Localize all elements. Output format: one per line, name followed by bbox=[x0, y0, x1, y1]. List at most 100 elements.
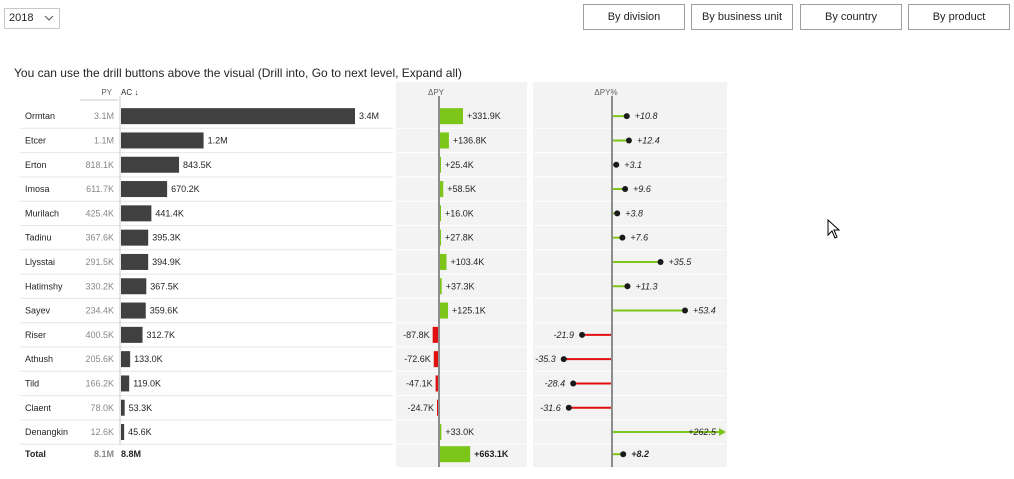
pct-dot bbox=[657, 258, 664, 265]
category-label: Claent bbox=[25, 403, 52, 413]
ac-bar bbox=[121, 351, 131, 368]
py-value-label: 330.2K bbox=[85, 281, 114, 291]
ac-bar bbox=[121, 424, 125, 441]
pct-value-label: +12.4 bbox=[637, 135, 660, 145]
pct-value-label: +3.8 bbox=[625, 208, 643, 218]
dpy-value-label: +16.0K bbox=[445, 208, 474, 218]
category-label: Athush bbox=[25, 354, 53, 364]
dpy-column-header: ΔPY bbox=[428, 88, 445, 97]
category-label: Murilach bbox=[25, 208, 59, 218]
pct-value-label: +10.8 bbox=[635, 111, 658, 121]
total-py-label: 8.1M bbox=[94, 449, 114, 459]
category-label: Erton bbox=[25, 160, 47, 170]
ac-bar bbox=[121, 399, 125, 416]
dpy-value-label: -87.8K bbox=[403, 330, 430, 340]
py-value-label: 78.0K bbox=[90, 403, 114, 413]
py-value-label: 425.4K bbox=[85, 208, 114, 218]
category-label: Tadinu bbox=[25, 233, 52, 243]
category-label: Etcer bbox=[25, 135, 46, 145]
dpy-value-label: -72.6K bbox=[404, 354, 431, 364]
chevron-down-icon bbox=[44, 15, 54, 21]
ac-value-label: 53.3K bbox=[129, 403, 153, 413]
dpy-value-label: +37.3K bbox=[446, 281, 475, 291]
dpy-value-label: +58.5K bbox=[447, 184, 476, 194]
ac-value-label: 670.2K bbox=[171, 184, 200, 194]
ac-bar bbox=[121, 108, 355, 125]
pct-value-label: -31.6 bbox=[540, 403, 561, 413]
pct-dot bbox=[614, 210, 621, 217]
ac-bar bbox=[121, 229, 149, 246]
pct-value-label: -28.4 bbox=[545, 378, 566, 388]
py-value-label: 291.5K bbox=[85, 257, 114, 267]
ac-bar bbox=[121, 156, 180, 173]
ac-bar bbox=[121, 375, 130, 392]
ac-value-label: 119.0K bbox=[133, 378, 161, 388]
by-business-unit-button[interactable]: By business unit bbox=[691, 4, 793, 30]
pct-dot bbox=[613, 161, 620, 168]
ac-bar bbox=[121, 253, 149, 270]
py-value-label: 3.1M bbox=[94, 111, 114, 121]
category-label: Sayev bbox=[25, 306, 51, 316]
ac-bar bbox=[121, 278, 147, 295]
total-label: Total bbox=[25, 449, 46, 459]
dpy-bar bbox=[439, 229, 442, 246]
py-value-label: 611.7K bbox=[86, 184, 114, 194]
pct-dot bbox=[560, 356, 567, 363]
year-dropdown[interactable]: 2018 bbox=[4, 8, 60, 29]
pct-value-label: +35.5 bbox=[669, 257, 693, 267]
ac-bar bbox=[121, 132, 204, 149]
by-product-button[interactable]: By product bbox=[908, 4, 1010, 30]
dpy-value-label: -24.7K bbox=[407, 403, 434, 413]
dpy-bar bbox=[435, 375, 439, 392]
dpy-bar bbox=[439, 278, 442, 295]
pct-dot bbox=[565, 404, 572, 411]
category-label: Riser bbox=[25, 330, 46, 340]
total-dpy-label: +663.1K bbox=[474, 449, 509, 459]
pct-dot bbox=[570, 380, 577, 387]
mouse-pointer-icon bbox=[827, 219, 841, 239]
pct-dot bbox=[623, 113, 630, 120]
category-label: Llysstai bbox=[25, 257, 55, 267]
dpy-bar bbox=[433, 351, 439, 368]
py-value-label: 12.6K bbox=[90, 427, 114, 437]
variance-chart: PY AC ↓ ΔPY ΔPY% Ormtan 3.1M 3.4M +331.9K +10.8 E… bbox=[20, 82, 727, 467]
ac-value-label: 395.3K bbox=[152, 233, 181, 243]
pct-dot bbox=[622, 186, 629, 193]
by-division-button[interactable]: By division bbox=[583, 4, 685, 30]
py-value-label: 166.2K bbox=[85, 378, 114, 388]
ac-value-label: 133.0K bbox=[134, 354, 163, 364]
year-value: 2018 bbox=[9, 12, 34, 24]
ac-value-label: 843.5K bbox=[183, 160, 212, 170]
ac-value-label: 45.6K bbox=[128, 427, 152, 437]
dpy-bar bbox=[439, 181, 444, 198]
dpy-value-label: +136.8K bbox=[453, 135, 487, 145]
category-label: Hatimshy bbox=[25, 281, 63, 291]
pct-value-label: +9.6 bbox=[633, 184, 651, 194]
pct-dot bbox=[619, 234, 626, 241]
ac-bar bbox=[121, 302, 146, 319]
ac-value-label: 359.6K bbox=[150, 306, 179, 316]
dpy-bar bbox=[439, 108, 463, 125]
pct-overflow-arrow bbox=[719, 428, 726, 437]
pct-value-label: -35.3 bbox=[535, 354, 556, 364]
py-value-label: 367.6K bbox=[85, 233, 114, 243]
py-value-label: 1.1M bbox=[94, 135, 114, 145]
by-country-button[interactable]: By country bbox=[800, 4, 902, 30]
category-label: Imosa bbox=[25, 184, 50, 194]
ac-value-label: 367.5K bbox=[150, 281, 179, 291]
category-label: Denangkin bbox=[25, 427, 68, 437]
total-pct-label: +8.2 bbox=[631, 449, 649, 459]
dpy-bar bbox=[439, 132, 449, 149]
dpy-value-label: +27.8K bbox=[445, 233, 474, 243]
dpy-value-label: +33.0K bbox=[445, 427, 474, 437]
pct-value-label: +11.3 bbox=[635, 281, 657, 291]
dpy-value-label: +331.9K bbox=[467, 111, 501, 121]
ac-bar bbox=[121, 326, 143, 343]
ac-bar bbox=[121, 181, 168, 198]
ac-value-label: 441.4K bbox=[155, 208, 184, 218]
total-ac-label: 8.8M bbox=[121, 449, 141, 459]
dpy-value-label: -47.1K bbox=[406, 378, 433, 388]
total-dpy-bar bbox=[439, 446, 471, 463]
pct-dot bbox=[625, 137, 632, 144]
dpy-bar bbox=[439, 302, 449, 319]
